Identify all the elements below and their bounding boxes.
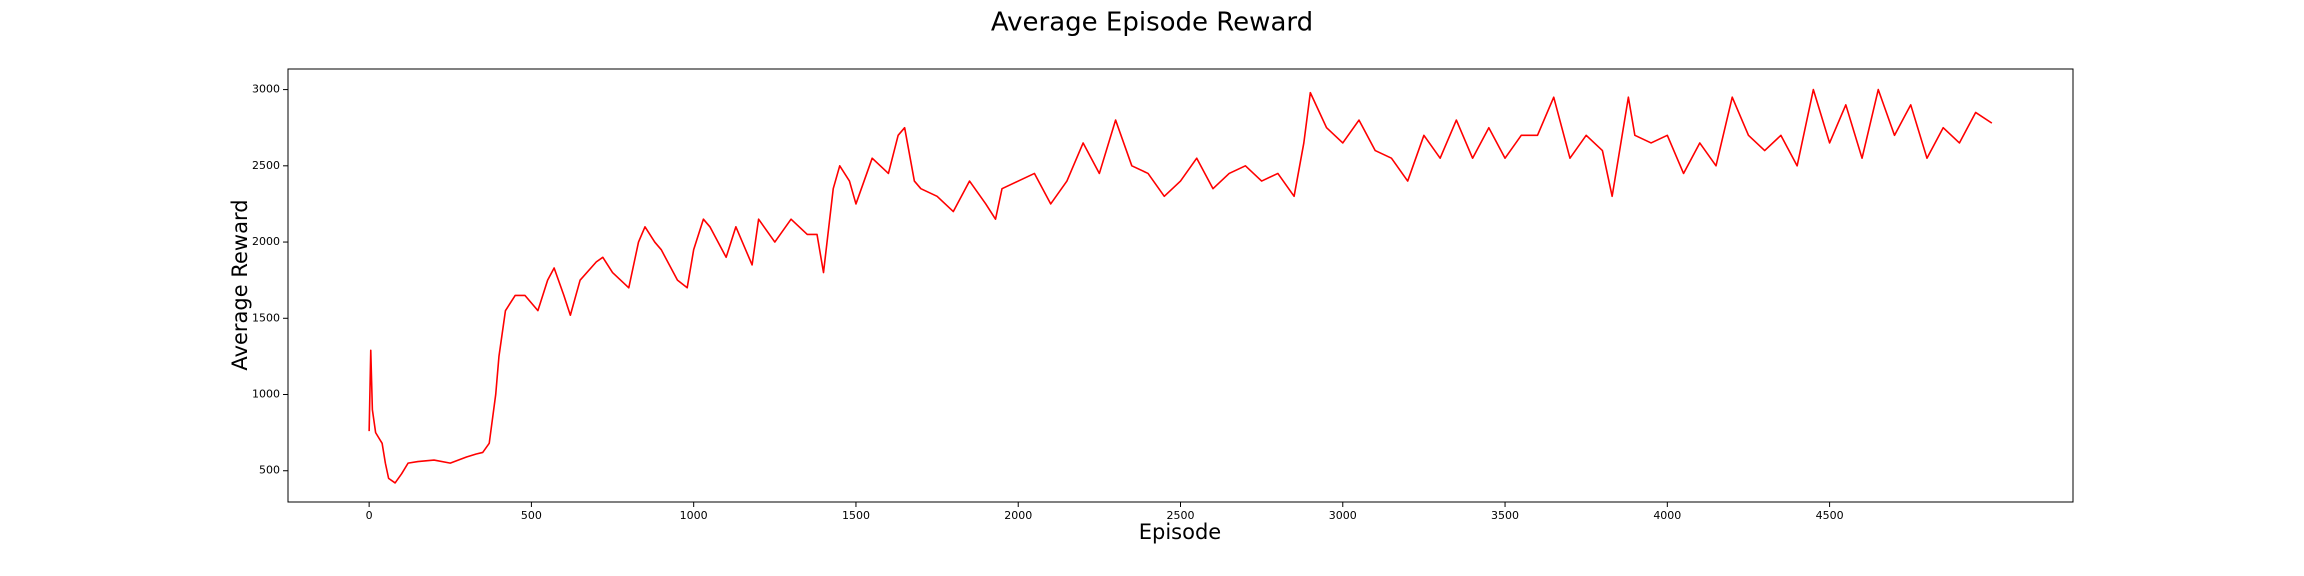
x-tick-label: 0 xyxy=(366,509,373,522)
x-tick-label: 2500 xyxy=(1167,509,1195,522)
y-tick-label: 500 xyxy=(259,464,280,477)
x-tick-label: 3000 xyxy=(1329,509,1357,522)
y-tick-label: 2000 xyxy=(252,235,280,248)
y-tick-label: 3000 xyxy=(252,83,280,96)
chart-title: Average Episode Reward xyxy=(991,8,1313,38)
y-tick-label: 1000 xyxy=(252,388,280,401)
x-tick-label: 500 xyxy=(521,509,542,522)
x-tick-label: 4000 xyxy=(1653,509,1681,522)
x-axis-label: Episode xyxy=(1139,520,1221,544)
plot-frame xyxy=(287,68,2074,503)
y-tick-label: 2500 xyxy=(252,159,280,172)
y-axis-label: Average Reward xyxy=(228,199,252,370)
x-tick-label: 1000 xyxy=(680,509,708,522)
y-tick-label: 1500 xyxy=(252,311,280,324)
x-tick-label: 3500 xyxy=(1491,509,1519,522)
x-tick-label: 1500 xyxy=(842,509,870,522)
x-tick-label: 4500 xyxy=(1816,509,1844,522)
data-line xyxy=(368,88,1993,484)
x-tick-label: 2000 xyxy=(1004,509,1032,522)
